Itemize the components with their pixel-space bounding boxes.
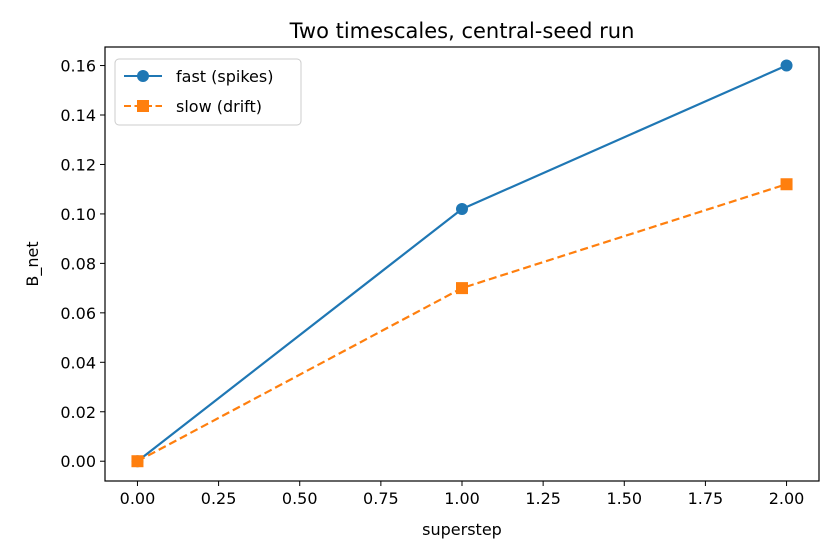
plot-area-frame: [104, 46, 820, 482]
x-tick-label: 0.25: [201, 489, 237, 508]
y-tick-label: 0.12: [60, 155, 96, 174]
legend-label-fast: fast (spikes): [176, 67, 273, 86]
y-axis-ticks: 0.00 0.02 0.04 0.06 0.08 0.10 0.12 0.14 0.16: [60, 57, 105, 471]
y-tick-label: 0.06: [60, 304, 96, 323]
y-tick-label: 0.08: [60, 254, 96, 273]
legend: fast (spikes) slow (drift): [114, 58, 302, 126]
legend-marker-fast: [137, 70, 149, 82]
x-tick-label: 1.50: [606, 489, 642, 508]
y-tick-label: 0.04: [60, 353, 96, 372]
data-point-slow: [131, 455, 144, 468]
data-point-fast: [456, 202, 468, 215]
y-tick-label: 0.00: [60, 452, 96, 471]
legend-label-slow: slow (drift): [176, 97, 262, 116]
x-axis-ticks: 0.00 0.25 0.50 0.75 1.00 1.25 1.50 1.75 2.00: [120, 481, 805, 508]
y-tick-label: 0.02: [60, 403, 96, 422]
x-tick-label: 2.00: [769, 489, 805, 508]
plot-markers: [131, 59, 793, 468]
data-point-fast: [780, 59, 793, 72]
y-tick-label: 0.14: [60, 106, 96, 125]
legend-marker-slow: [137, 100, 149, 112]
x-tick-label: 1.25: [525, 489, 561, 508]
x-tick-label: 0.75: [363, 489, 399, 508]
data-point-slow: [780, 178, 793, 191]
y-axis-label: B_net: [23, 241, 43, 286]
x-axis-label: superstep: [422, 520, 502, 539]
data-point-slow: [456, 282, 468, 295]
y-tick-label: 0.16: [60, 57, 96, 76]
chart-title: Two timescales, central-seed run: [289, 19, 635, 43]
y-tick-label: 0.10: [60, 205, 96, 224]
x-tick-label: 1.00: [444, 489, 480, 508]
x-tick-label: 0.00: [120, 489, 156, 508]
x-tick-label: 1.75: [688, 489, 724, 508]
x-tick-label: 0.50: [282, 489, 318, 508]
